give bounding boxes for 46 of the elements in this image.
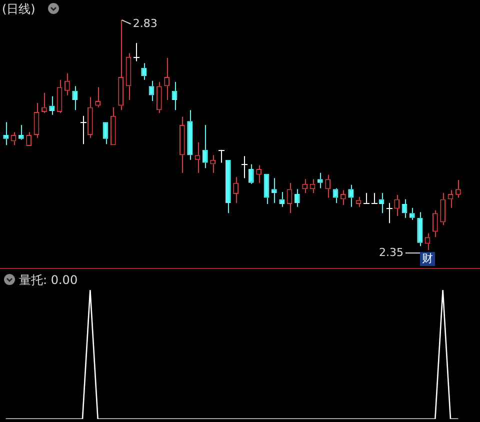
annotation: 2.83 xyxy=(132,16,158,30)
candlestick xyxy=(409,207,415,220)
candlestick xyxy=(279,192,285,208)
candlestick xyxy=(3,122,9,146)
candlestick xyxy=(164,57,170,101)
annotation: 2.35 xyxy=(379,246,404,259)
candlestick xyxy=(49,96,55,116)
candlestick xyxy=(241,156,248,179)
candlestick xyxy=(141,62,147,80)
candlestick xyxy=(378,192,384,214)
candlestick xyxy=(271,178,277,204)
candlestick xyxy=(233,176,239,204)
candlestick xyxy=(156,81,162,114)
candlestick xyxy=(432,210,438,238)
candlestick xyxy=(87,96,93,138)
candlestick xyxy=(194,142,200,174)
candlestick xyxy=(210,154,216,174)
chart-title: (日线) xyxy=(2,1,36,18)
candlestick xyxy=(179,116,185,174)
candlestick xyxy=(332,188,338,204)
candlestick xyxy=(440,192,446,226)
candlestick xyxy=(286,182,292,214)
candlestick xyxy=(394,194,400,216)
candlestick xyxy=(102,122,108,145)
candlestick xyxy=(202,124,208,169)
chart-title: 量托: 0.00 xyxy=(19,272,78,289)
candlestick xyxy=(248,164,254,184)
candlestick xyxy=(356,196,362,208)
candlestick xyxy=(294,188,300,208)
candlestick xyxy=(80,115,87,145)
text: 财 xyxy=(422,252,433,265)
candlestick xyxy=(187,110,193,160)
candlestick xyxy=(417,212,423,247)
candlestick xyxy=(133,42,140,62)
candlestick xyxy=(371,192,378,204)
candlestick xyxy=(110,106,116,146)
candlestick xyxy=(325,174,331,198)
candlestick xyxy=(317,172,323,189)
candlestick xyxy=(18,124,24,140)
candlestick xyxy=(363,192,370,204)
candlestick xyxy=(118,20,124,111)
candlestick xyxy=(64,72,70,96)
candlestick xyxy=(386,202,393,224)
candlestick xyxy=(72,86,78,111)
candlestick xyxy=(218,149,225,164)
candlestick xyxy=(26,132,32,146)
